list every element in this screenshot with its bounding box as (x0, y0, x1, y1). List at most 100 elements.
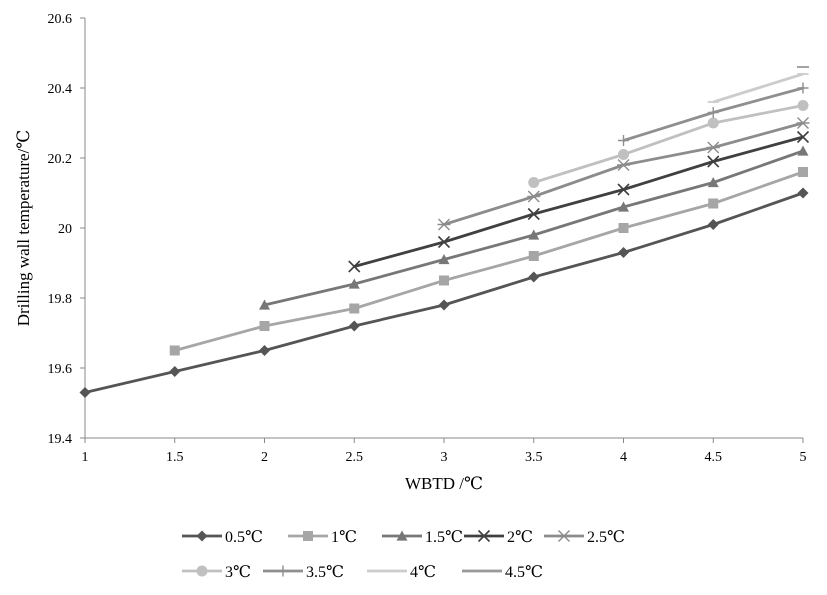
legend-item: 4℃ (367, 564, 436, 581)
data-point (259, 345, 270, 356)
series-line (84, 191, 804, 394)
data-point (396, 530, 408, 541)
data-point (528, 177, 540, 188)
series-3.5℃ (618, 82, 809, 146)
data-point (557, 530, 571, 542)
y-tick-label: 19.8 (48, 292, 73, 307)
data-point (439, 275, 449, 286)
series-2℃ (348, 130, 810, 273)
x-tick-label: 5 (800, 450, 807, 465)
x-tick-label: 2 (261, 450, 268, 465)
legend: 0.5℃ 1℃ 1.5℃ 2℃ 2.5℃ 3℃ 3.5℃ 4℃ 4.5℃ (182, 529, 625, 581)
data-point (348, 320, 360, 332)
y-tick-label: 20.4 (48, 82, 73, 97)
x-tick-label: 3.5 (525, 450, 543, 465)
series-line (174, 170, 804, 352)
data-point (349, 303, 360, 314)
data-point (196, 530, 208, 542)
y-tick-label: 20.2 (48, 152, 73, 167)
series-line (353, 135, 804, 268)
legend-label: 4℃ (410, 564, 436, 581)
y-tick-label: 20 (58, 222, 72, 237)
data-point (79, 387, 91, 398)
data-point (797, 187, 809, 199)
data-point (277, 565, 289, 577)
data-point (617, 183, 630, 196)
data-point (169, 366, 181, 377)
data-point (796, 130, 810, 144)
x-tick-label: 4.5 (705, 450, 723, 465)
series-4℃ (707, 72, 809, 104)
data-point (617, 159, 630, 171)
legend-item: 3℃ (182, 564, 251, 581)
legend-label: 2℃ (507, 529, 533, 546)
data-point (797, 100, 809, 111)
data-point (438, 254, 450, 265)
y-axis-title: Drilling wall temperature/℃ (14, 130, 33, 327)
legend-label: 2.5℃ (587, 529, 625, 546)
data-point (707, 117, 719, 129)
legend-item: 2℃ (464, 529, 533, 546)
x-tick-label: 3 (441, 450, 448, 465)
legend-label: 3℃ (225, 564, 251, 581)
x-tick-label: 4 (620, 450, 627, 465)
series-3℃ (528, 100, 809, 188)
data-point (259, 299, 270, 310)
data-point (303, 531, 313, 541)
series-0.5℃ (79, 187, 809, 398)
data-point (797, 82, 809, 94)
data-point (528, 229, 540, 240)
data-point (438, 299, 450, 311)
legend-label: 0.5℃ (225, 529, 263, 546)
legend-label: 3.5℃ (306, 564, 344, 581)
data-point (437, 235, 451, 249)
x-tick-label: 2.5 (346, 450, 364, 465)
legend-label: 4.5℃ (505, 564, 543, 581)
data-point (707, 177, 719, 188)
y-tick-label: 19.4 (48, 432, 73, 447)
legend-item: 4.5℃ (462, 564, 543, 581)
data-point (528, 271, 540, 283)
legend-label: 1.5℃ (425, 529, 463, 546)
data-point (618, 201, 629, 212)
data-point (798, 167, 808, 177)
data-point (196, 565, 208, 577)
data-point (618, 247, 629, 258)
x-axis-title: WBTD /℃ (405, 474, 483, 493)
series-1℃ (169, 167, 808, 356)
series-layer (79, 66, 810, 398)
legend-label: 1℃ (331, 529, 357, 546)
data-point (528, 251, 539, 261)
legend-item: 3.5℃ (263, 564, 344, 581)
data-point (618, 223, 629, 233)
legend-item: 0.5℃ (182, 529, 263, 546)
data-point (707, 107, 719, 118)
data-point (477, 529, 491, 543)
data-point (707, 219, 719, 230)
data-point (348, 278, 360, 289)
data-point (618, 149, 629, 160)
series-2.5℃ (437, 117, 810, 231)
x-tick-label: 1.5 (166, 450, 184, 465)
data-point (707, 155, 720, 168)
data-point (796, 117, 810, 129)
x-tick-label: 1 (82, 450, 89, 465)
series-line (533, 104, 804, 184)
data-point (348, 260, 361, 273)
data-point (527, 190, 541, 203)
series-line (712, 72, 804, 104)
data-point (259, 321, 270, 331)
legend-item: 1.5℃ (382, 529, 463, 546)
data-point (618, 135, 629, 146)
x-tick-labels: 1 1.5 2 2.5 3 3.5 4 4.5 5 (82, 438, 807, 465)
data-point (797, 145, 809, 156)
data-point (706, 141, 720, 154)
data-point (437, 218, 451, 231)
legend-item: 1℃ (288, 529, 357, 546)
series-1.5℃ (259, 145, 809, 310)
legend-item: 2.5℃ (544, 529, 625, 546)
data-point (527, 207, 540, 221)
y-tick-label: 20.6 (48, 12, 73, 27)
